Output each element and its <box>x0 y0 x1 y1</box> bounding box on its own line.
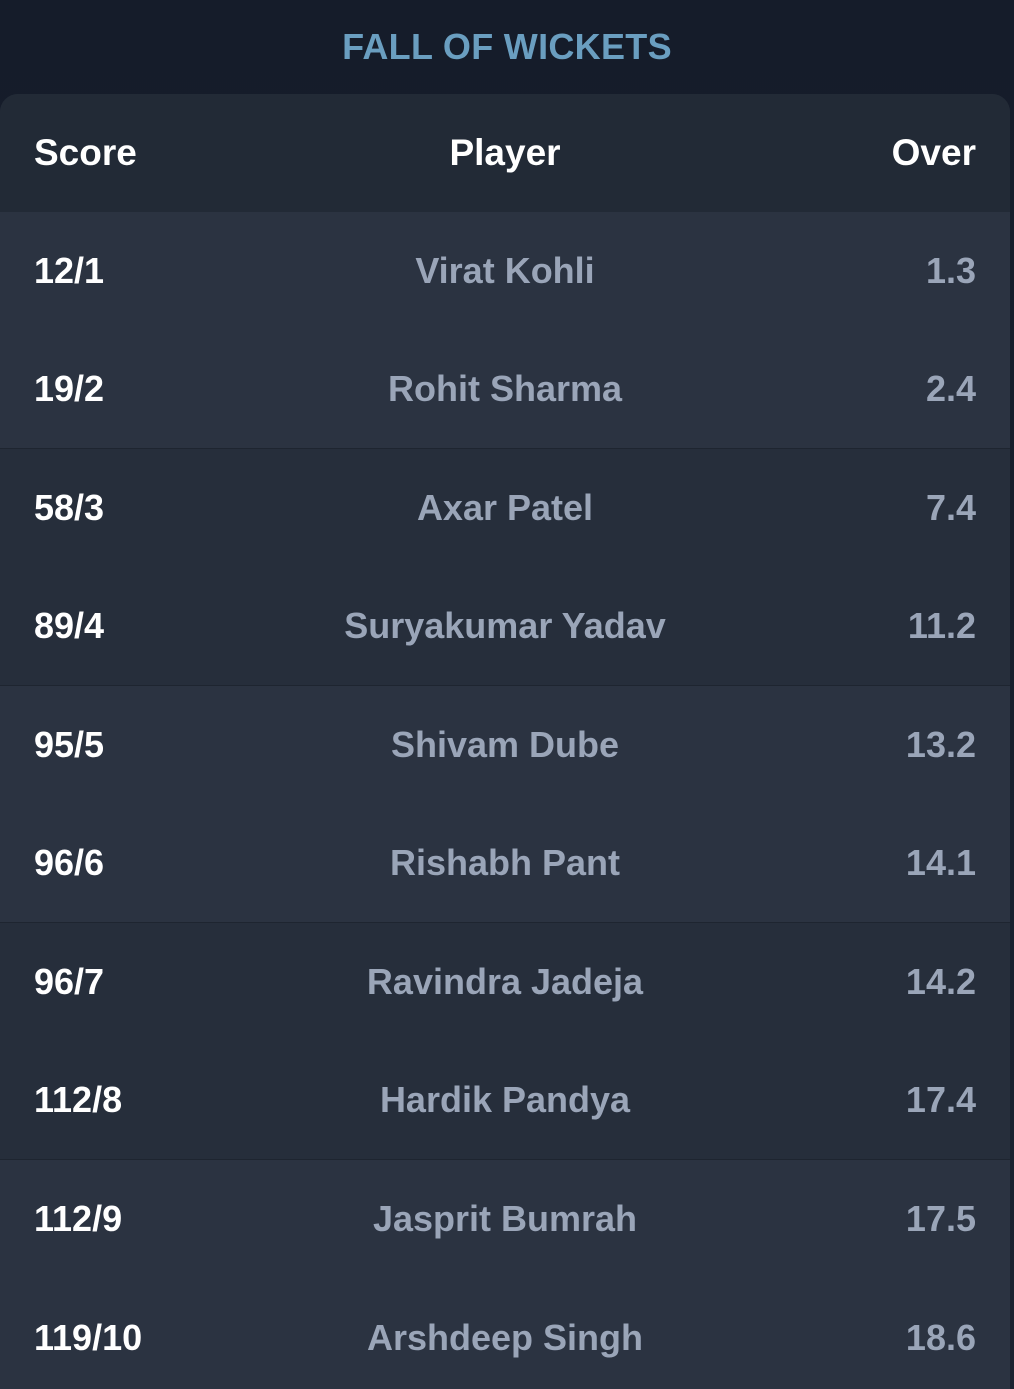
table-row: 12/1 Virat Kohli 1.3 <box>0 212 1010 331</box>
column-header-score: Score <box>34 132 137 173</box>
table-header: Score Player Over <box>0 94 1010 212</box>
table-row: 96/7 Ravindra Jadeja 14.2 <box>0 923 1010 1042</box>
column-header-player: Player <box>449 132 561 173</box>
row-score: 96/7 <box>34 961 105 1003</box>
row-score: 96/6 <box>34 842 105 884</box>
row-player: Jasprit Bumrah <box>372 1198 638 1240</box>
row-score: 119/10 <box>34 1316 143 1358</box>
row-over: 13.2 <box>905 724 976 766</box>
table-row: 95/5 Shivam Dube 13.2 <box>0 686 1010 805</box>
table-row: 58/3 Axar Patel 7.4 <box>0 449 1010 568</box>
row-over: 11.2 <box>907 605 976 647</box>
row-over: 18.6 <box>905 1316 976 1358</box>
row-over: 14.2 <box>905 961 976 1003</box>
section-title: FALL OF WICKETS <box>342 26 672 67</box>
table-row: 19/2 Rohit Sharma 2.4 <box>0 330 1010 449</box>
row-over: 17.5 <box>905 1198 976 1240</box>
row-player: Arshdeep Singh <box>366 1316 644 1358</box>
table-row: 119/10 Arshdeep Singh 18.6 <box>0 1278 1010 1389</box>
row-over: 7.4 <box>925 487 976 529</box>
row-player: Hardik Pandya <box>379 1079 631 1121</box>
row-score: 89/4 <box>34 605 105 647</box>
row-player: Axar Patel <box>416 487 594 529</box>
row-score: 112/9 <box>34 1198 123 1240</box>
row-player: Suryakumar Yadav <box>344 605 666 647</box>
row-score: 19/2 <box>34 368 105 410</box>
row-score: 12/1 <box>34 250 105 292</box>
table-row: 112/9 Jasprit Bumrah 17.5 <box>0 1160 1010 1279</box>
row-over: 14.1 <box>905 842 976 884</box>
row-player: Virat Kohli <box>415 250 595 292</box>
table-row: 112/8 Hardik Pandya 17.4 <box>0 1041 1010 1160</box>
row-over: 2.4 <box>925 368 976 410</box>
column-header-over: Over <box>891 132 976 173</box>
table-row: 89/4 Suryakumar Yadav 11.2 <box>0 567 1010 686</box>
row-over: 1.3 <box>925 250 976 292</box>
row-score: 112/8 <box>34 1079 123 1121</box>
row-score: 95/5 <box>34 724 105 766</box>
row-player: Ravindra Jadeja <box>366 961 644 1003</box>
row-player: Rohit Sharma <box>387 368 623 410</box>
row-player: Shivam Dube <box>390 724 620 766</box>
fall-of-wickets-table: Score Player Over 12/1 Virat Kohli 1.3 1… <box>0 94 1010 1389</box>
row-player: Rishabh Pant <box>389 842 621 884</box>
row-over: 17.4 <box>905 1079 976 1121</box>
table-row: 96/6 Rishabh Pant 14.1 <box>0 804 1010 923</box>
row-score: 58/3 <box>34 487 105 529</box>
